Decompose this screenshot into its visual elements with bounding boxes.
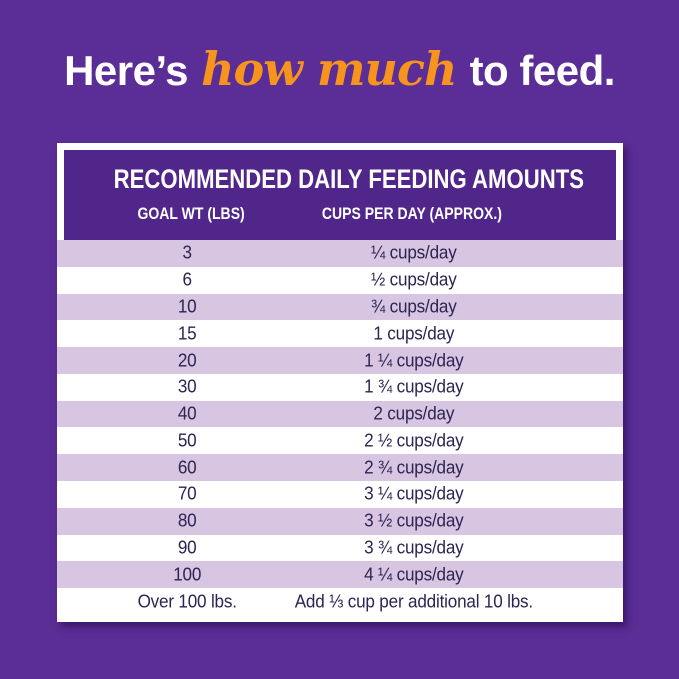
table-row: 50 2 ½ cups/day [57,427,623,455]
cups-cell: 1 ¼ cups/day [363,350,464,371]
table-row: 90 3 ¾ cups/day [57,534,623,562]
goal-wt-cell: 90 [177,537,197,558]
cups-cell: 1 ¾ cups/day [363,376,464,397]
cups-cell: Add ⅓ cup per additional 10 lbs. [294,591,533,612]
table-row: 80 3 ½ cups/day [57,507,623,535]
cups-cell: 2 ¾ cups/day [363,457,464,478]
column-header-goal-wt: GOAL WT (LBS) [137,205,245,223]
cups-cell: 3 ½ cups/day [363,510,464,531]
feeding-table-card: RECOMMENDED DAILY FEEDING AMOUNTS GOAL W… [57,143,623,622]
table-row: 30 1 ¾ cups/day [57,373,623,401]
table-row: 6 ½ cups/day [57,266,623,294]
table-row: 60 2 ¾ cups/day [57,454,623,482]
table-rows: 3 ¼ cups/day 6 ½ cups/day 10 ¾ cups/day 15 1 cu… [57,240,623,615]
page-title-suffix: to feed. [458,47,616,94]
column-header-row: GOAL WT (LBS) CUPS PER DAY (APPROX.) [64,205,616,225]
table-row: 100 4 ¼ cups/day [57,561,623,589]
cups-cell: ¼ cups/day [370,242,457,263]
cups-cell: 3 ¾ cups/day [363,537,464,558]
cups-cell: 2 cups/day [373,403,454,424]
table-row: 15 1 cups/day [57,320,623,348]
table-row: 3 ¼ cups/day [57,240,623,267]
page-title-prefix: Here’s [64,47,200,94]
goal-wt-cell: 3 [182,242,193,263]
page-title: Here’s how much to feed. [0,42,679,96]
table-row: 20 1 ¼ cups/day [57,347,623,374]
table-row: 40 2 cups/day [57,400,623,428]
cups-cell: 3 ¼ cups/day [363,483,464,504]
goal-wt-cell: 50 [177,430,197,451]
goal-wt-cell: 100 [173,564,202,585]
cups-cell: 2 ½ cups/day [363,430,464,451]
goal-wt-cell: 15 [177,323,197,344]
goal-wt-cell: 80 [177,510,197,531]
goal-wt-cell: 40 [177,403,197,424]
table-row: 70 3 ¼ cups/day [57,481,623,508]
feeding-table-title: RECOMMENDED DAILY FEEDING AMOUNTS [113,164,584,194]
goal-wt-cell: 6 [182,269,193,290]
goal-wt-cell: Over 100 lbs. [137,591,237,612]
goal-wt-cell: 20 [177,350,197,371]
cups-cell: ½ cups/day [370,269,457,290]
page-title-highlight: how much [201,42,457,96]
goal-wt-cell: 30 [177,376,197,397]
goal-wt-cell: 70 [177,483,197,504]
cups-cell: 1 cups/day [373,323,454,344]
goal-wt-cell: 10 [177,296,197,317]
feeding-table-header: RECOMMENDED DAILY FEEDING AMOUNTS GOAL W… [64,150,616,240]
cups-cell: 4 ¼ cups/day [363,564,464,585]
column-header-cups-per-day: CUPS PER DAY (APPROX.) [321,205,502,223]
table-row: 10 ¾ cups/day [57,293,623,321]
goal-wt-cell: 60 [177,457,197,478]
table-row: Over 100 lbs. Add ⅓ cup per additional 10… [57,588,623,615]
cups-cell: ¾ cups/day [370,296,457,317]
